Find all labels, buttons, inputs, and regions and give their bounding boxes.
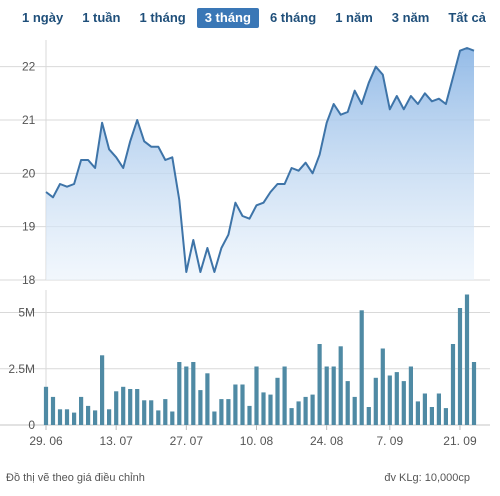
volume-bar [64, 409, 70, 426]
x-tick-label: 13. 07 [99, 434, 133, 448]
volume-bar [163, 399, 168, 425]
volume-bar [443, 408, 448, 425]
volume-bar [50, 396, 56, 425]
volume-bar [380, 348, 385, 425]
period-tabs: 1 ngày 1 tuần 1 tháng 3 tháng 6 tháng 1 năm 3 … [14, 8, 497, 28]
volume-tick-label: 0 [28, 418, 35, 432]
tab-1-tháng[interactable]: 1 tháng [139, 10, 186, 25]
volume-bar [450, 344, 456, 425]
volume-bar [324, 366, 329, 425]
x-axis: 29. 06 13. 07 27. 07 10. 08 24. 08 7. 09 21. 0… [29, 425, 477, 448]
volume-series [43, 294, 477, 426]
volume-bar [93, 410, 98, 425]
volume-bar [464, 294, 470, 425]
volume-bar [156, 410, 161, 425]
price-tick-label: 21 [22, 113, 36, 127]
volume-bar [219, 399, 224, 425]
x-tick-label: 10. 08 [240, 434, 274, 448]
volume-bar [429, 407, 434, 425]
adjusted-price-note: Đồ thị vẽ theo giá điều chỉnh [6, 472, 145, 484]
volume-bar [345, 381, 350, 425]
volume-bar [373, 377, 378, 426]
volume-bar [436, 393, 441, 425]
volume-bar [43, 386, 49, 426]
volume-tick-label: 2.5M [8, 362, 35, 376]
volume-bar [107, 409, 112, 426]
price-tick-label: 20 [22, 166, 36, 180]
volume-bar [177, 362, 182, 425]
price-tick-label: 22 [22, 60, 36, 74]
price-tick-label: 18 [22, 273, 36, 287]
volume-bar [394, 372, 399, 425]
volume-bar [387, 375, 392, 425]
tab-3-năm[interactable]: 3 năm [391, 10, 430, 25]
volume-bar [415, 401, 420, 425]
tab-1-ngày[interactable]: 1 ngày [22, 10, 64, 25]
volume-bar [149, 400, 154, 426]
volume-bar [226, 399, 231, 425]
volume-bar [142, 400, 147, 426]
volume-bar [254, 366, 259, 425]
volume-bar [240, 384, 245, 425]
price-series [45, 47, 475, 280]
volume-bar [317, 344, 322, 425]
tab-3-tháng[interactable]: 3 tháng [196, 8, 259, 28]
volume-bar [86, 405, 91, 425]
volume-bar [184, 366, 189, 425]
volume-bar [289, 408, 294, 425]
volume-tick-label: 5M [18, 306, 35, 320]
volume-bar [79, 396, 84, 425]
volume-y-axis: 0 2.5M 5M [8, 306, 35, 433]
volume-bar [57, 409, 63, 426]
volume-bar [310, 394, 315, 425]
price-area [46, 48, 474, 280]
volume-bar [282, 366, 287, 425]
volume-bar [100, 355, 105, 426]
volume-bar [114, 391, 119, 426]
volume-bar [261, 392, 266, 425]
volume-bar [296, 401, 301, 425]
volume-bar [331, 366, 336, 425]
tab-Tất-cả[interactable]: Tất cả [448, 10, 486, 25]
volume-bar [135, 389, 140, 425]
x-tick-label: 27. 07 [170, 434, 204, 448]
volume-bar [408, 366, 413, 425]
volume-bar [471, 362, 477, 425]
volume-bar [275, 377, 280, 426]
volume-bar [128, 389, 133, 425]
volume-bar [359, 310, 364, 426]
x-tick-label: 24. 08 [310, 434, 344, 448]
volume-bar [338, 346, 343, 426]
volume-bar [401, 381, 406, 425]
volume-bar [205, 373, 210, 426]
volume-bar [212, 411, 217, 425]
tab-1-năm[interactable]: 1 năm [335, 10, 373, 25]
volume-bar [352, 396, 357, 425]
price-tick-label: 19 [22, 220, 36, 234]
volume-bar [170, 411, 175, 425]
volume-bar [191, 362, 196, 425]
volume-bar [233, 384, 238, 425]
volume-bar [72, 412, 77, 425]
volume-bar [268, 394, 273, 425]
price-line [45, 47, 475, 273]
price-volume-chart: 18 19 20 21 22 0 2.5M 5M 29. 06 13. 07 27. 07 10.… [0, 40, 490, 448]
volume-unit-note: đv KLg: 10,000cp [384, 472, 470, 484]
volume-bar [247, 405, 252, 425]
price-y-axis: 18 19 20 21 22 [22, 60, 36, 287]
tab-1-tuần[interactable]: 1 tuần [82, 10, 121, 25]
volume-bar [457, 308, 463, 425]
volume-bar [303, 396, 308, 425]
x-tick-label: 7. 09 [376, 434, 403, 448]
volume-bar [366, 407, 371, 425]
volume-bar [121, 386, 126, 426]
volume-bar [422, 393, 427, 425]
volume-bar [198, 390, 203, 425]
x-tick-label: 29. 06 [29, 434, 63, 448]
tab-6-tháng[interactable]: 6 tháng [269, 10, 317, 25]
x-tick-label: 21. 09 [443, 434, 477, 448]
